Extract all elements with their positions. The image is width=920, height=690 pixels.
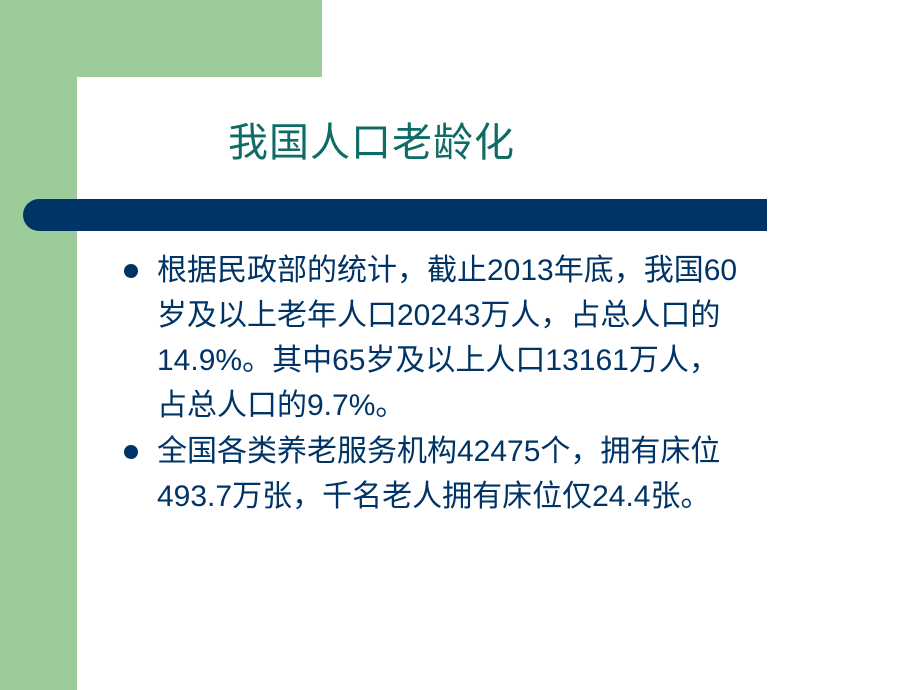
bullet-1-line-4: 占总人口的9.7%。 (157, 389, 406, 422)
green-left-panel (0, 0, 77, 690)
bullet-icon (124, 445, 138, 459)
title-divider-bar (23, 199, 767, 231)
slide-title: 我国人口老龄化 (228, 120, 515, 165)
bullet-1-line-3: 14.9%。其中65岁及以上人口13161万人， (157, 344, 719, 377)
content-area-corner (77, 77, 157, 157)
bullet-2-line-1: 全国各类养老服务机构42475个，拥有床位 (157, 435, 721, 468)
bullet-icon (124, 264, 138, 278)
bullet-1-line-2: 岁及以上老年人口20243万人，占总人口的 (157, 299, 721, 332)
bullet-2-line-2: 493.7万张，千名老人拥有床位仅24.4张。 (157, 480, 711, 513)
bullet-1-line-1: 根据民政部的统计，截止2013年底，我国60 (157, 254, 738, 287)
